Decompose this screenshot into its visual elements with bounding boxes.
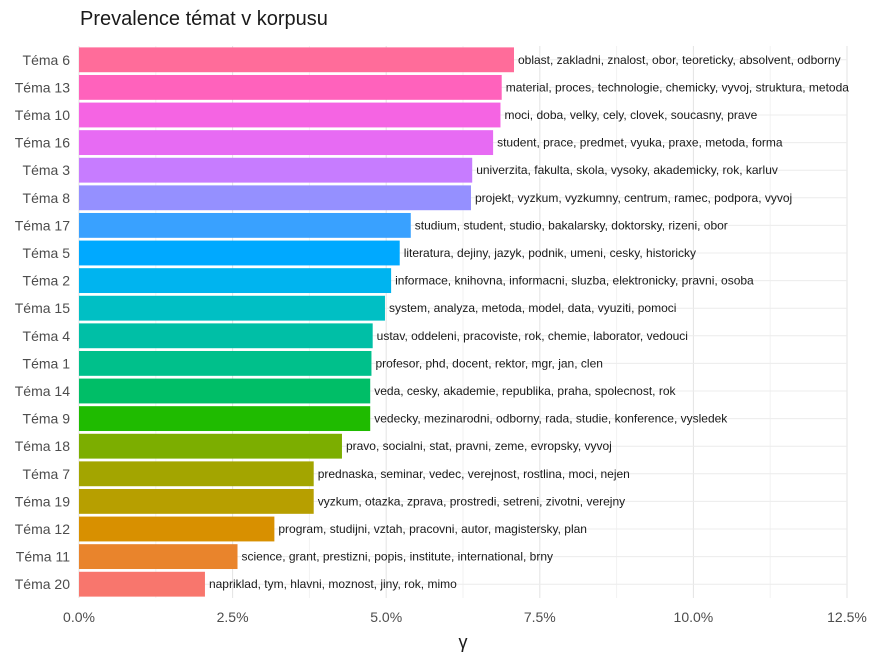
bar-labels: oblast, zakladni, znalost, obor, teoreti… — [209, 53, 849, 591]
bar-data-label: projekt, vyzkum, vyzkumny, centrum, rame… — [475, 191, 792, 205]
bar-data-label: pravo, socialni, stat, pravni, zeme, evr… — [346, 439, 612, 453]
bars — [79, 47, 514, 597]
bar-data-label: literatura, dejiny, jazyk, podnik, umeni… — [404, 246, 696, 260]
bar — [79, 102, 501, 128]
bar-data-label: ustav, oddeleni, pracoviste, rok, chemie… — [377, 329, 688, 343]
bar — [79, 212, 411, 238]
bar — [79, 461, 314, 487]
bar — [79, 130, 494, 156]
category-tick-label: Téma 1 — [23, 355, 71, 371]
category-tick-label: Téma 3 — [23, 162, 71, 178]
chart-title: Prevalence témat v korpusu — [80, 8, 328, 30]
category-tick-label: Téma 6 — [23, 52, 71, 68]
x-tick-label: 12.5% — [827, 609, 867, 625]
bar-data-label: system, analyza, metoda, model, data, vy… — [389, 301, 676, 315]
category-tick-label: Téma 8 — [23, 190, 71, 206]
bar-data-label: vedecky, mezinarodni, odborny, rada, stu… — [374, 412, 728, 426]
x-tick-label: 10.0% — [674, 609, 714, 625]
x-tick-label: 0.0% — [63, 609, 95, 625]
category-tick-label: Téma 11 — [16, 549, 70, 565]
bar — [79, 350, 372, 376]
gridlines — [78, 46, 848, 598]
bar-data-label: informace, knihovna, informacni, sluzba,… — [395, 274, 754, 288]
category-tick-label: Téma 14 — [15, 383, 70, 399]
category-tick-label: Téma 18 — [15, 438, 70, 454]
bar — [79, 378, 371, 404]
bar — [79, 406, 371, 432]
x-tick-label: 7.5% — [524, 609, 556, 625]
category-tick-label: Téma 20 — [15, 576, 70, 592]
bar — [79, 295, 385, 321]
category-tick-label: Téma 17 — [15, 217, 70, 233]
x-axis-title: γ — [459, 632, 468, 652]
bar-data-label: veda, cesky, akademie, republika, praha,… — [374, 384, 676, 398]
category-tick-label: Téma 9 — [23, 411, 71, 427]
bar-data-label: science, grant, prestizni, popis, instit… — [242, 550, 554, 564]
x-tick-label: 5.0% — [370, 609, 402, 625]
bar — [79, 488, 314, 514]
x-axis: 0.0% 2.5% 5.0% 7.5% 10.0% 12.5% — [63, 609, 867, 625]
bar — [79, 268, 392, 294]
x-tick-label: 2.5% — [217, 609, 249, 625]
category-tick-label: Téma 7 — [23, 466, 71, 482]
bar — [79, 323, 373, 349]
bar-data-label: profesor, phd, docent, rektor, mgr, jan,… — [375, 356, 602, 370]
bar — [79, 47, 514, 73]
bar-data-label: program, studijni, vztah, pracovni, auto… — [278, 522, 587, 536]
bar-data-label: vyzkum, otazka, zprava, prostredi, setre… — [318, 494, 625, 508]
bar-data-label: napriklad, tym, hlavni, moznost, jiny, r… — [209, 577, 457, 591]
category-tick-label: Téma 13 — [15, 79, 70, 95]
bar — [79, 516, 275, 542]
bar-data-label: oblast, zakladni, znalost, obor, teoreti… — [518, 53, 841, 67]
bar — [79, 240, 400, 266]
bar — [79, 571, 205, 597]
bar-data-label: material, proces, technologie, chemicky,… — [506, 80, 850, 94]
category-axis: Téma 6 Téma 13 Téma 10 Téma 16 Téma 3 Téma 8 T… — [15, 52, 70, 592]
category-tick-label: Téma 5 — [23, 245, 71, 261]
bar — [79, 185, 471, 211]
bar-data-label: student, prace, predmet, vyuka, praxe, m… — [497, 136, 783, 150]
bar — [79, 74, 502, 100]
category-tick-label: Téma 10 — [15, 107, 70, 123]
bar — [79, 433, 342, 459]
category-tick-label: Téma 16 — [15, 135, 70, 151]
category-tick-label: Téma 2 — [23, 273, 71, 289]
category-tick-label: Téma 12 — [15, 521, 70, 537]
category-tick-label: Téma 19 — [15, 493, 70, 509]
bar-data-label: studium, student, studio, bakalarsky, do… — [415, 218, 728, 232]
bar — [79, 544, 238, 570]
bar — [79, 157, 473, 183]
category-tick-label: Téma 4 — [23, 328, 71, 344]
bar-data-label: prednaska, seminar, vedec, verejnost, ro… — [318, 467, 630, 481]
bar-data-label: moci, doba, velky, cely, clovek, soucasn… — [504, 108, 757, 122]
category-tick-label: Téma 15 — [15, 300, 70, 316]
bar-data-label: univerzita, fakulta, skola, vysoky, akad… — [476, 163, 778, 177]
